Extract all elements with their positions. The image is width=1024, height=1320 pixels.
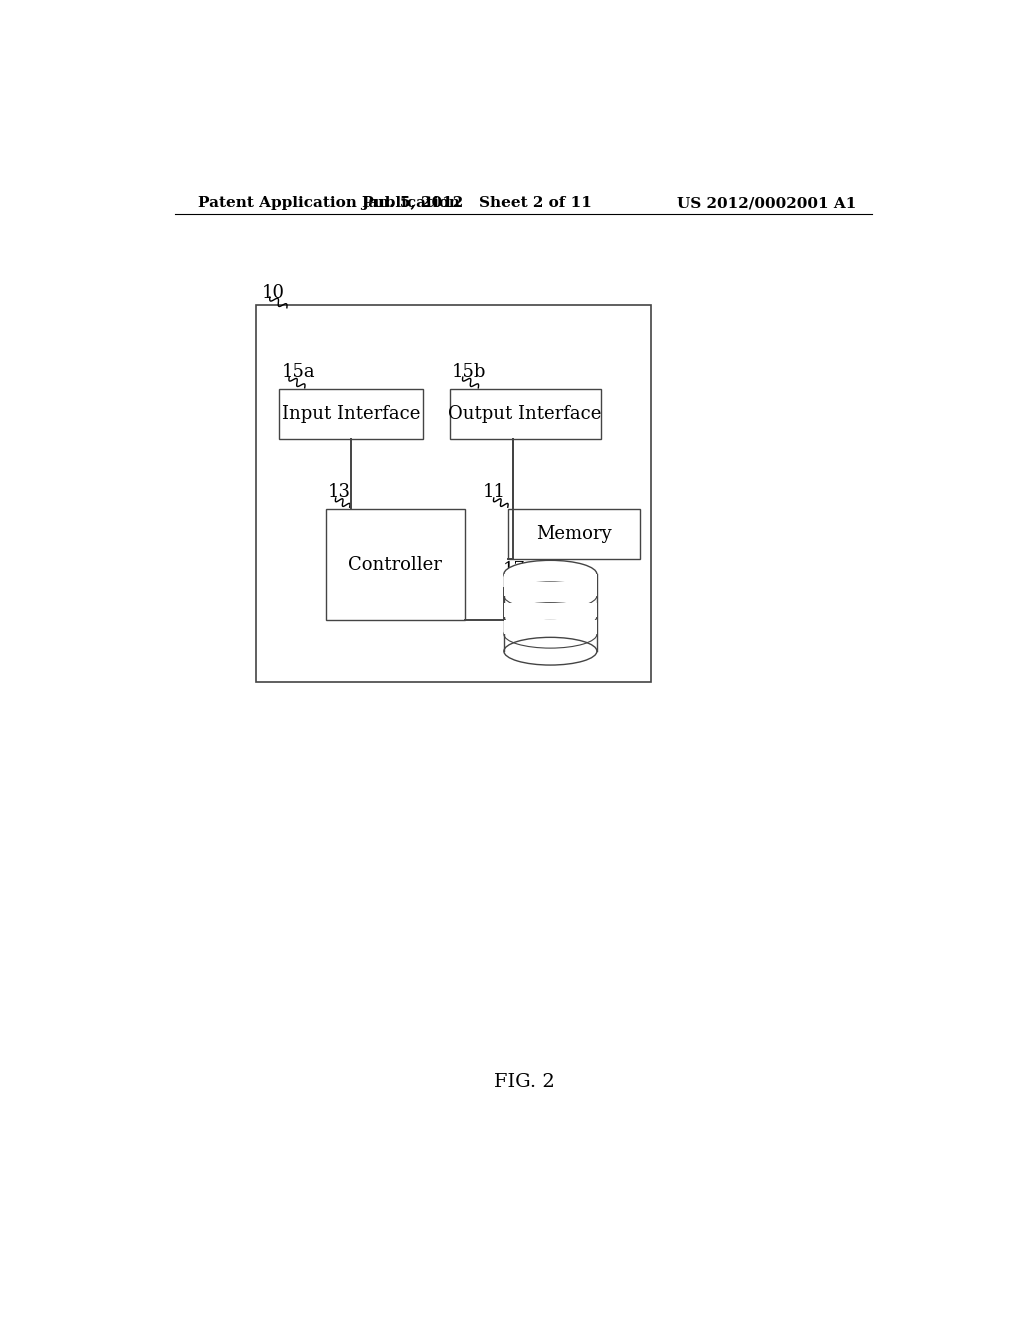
Text: Output Interface: Output Interface — [449, 405, 602, 424]
Text: 11: 11 — [483, 483, 506, 500]
Bar — [504, 620, 597, 635]
Text: US 2012/0002001 A1: US 2012/0002001 A1 — [677, 197, 856, 210]
Bar — [256, 305, 651, 682]
Text: Jan. 5, 2012   Sheet 2 of 11: Jan. 5, 2012 Sheet 2 of 11 — [361, 197, 592, 210]
Text: Memory: Memory — [536, 525, 611, 543]
Text: 15b: 15b — [452, 363, 486, 381]
Bar — [504, 574, 597, 589]
Text: 15a: 15a — [282, 363, 315, 381]
Ellipse shape — [504, 560, 597, 589]
Bar — [280, 389, 423, 440]
Bar — [508, 508, 640, 558]
Bar — [504, 603, 597, 616]
Text: 10: 10 — [261, 284, 285, 302]
Bar — [450, 389, 601, 440]
Bar — [326, 508, 465, 620]
Ellipse shape — [504, 638, 597, 665]
Text: Input Interface: Input Interface — [282, 405, 420, 424]
Text: Controller: Controller — [348, 556, 442, 574]
Text: 17: 17 — [503, 561, 525, 579]
Text: Patent Application Publication: Patent Application Publication — [198, 197, 460, 210]
Text: FIG. 2: FIG. 2 — [495, 1073, 555, 1092]
Bar — [504, 574, 597, 651]
Text: 13: 13 — [328, 483, 351, 500]
Bar — [504, 582, 597, 595]
